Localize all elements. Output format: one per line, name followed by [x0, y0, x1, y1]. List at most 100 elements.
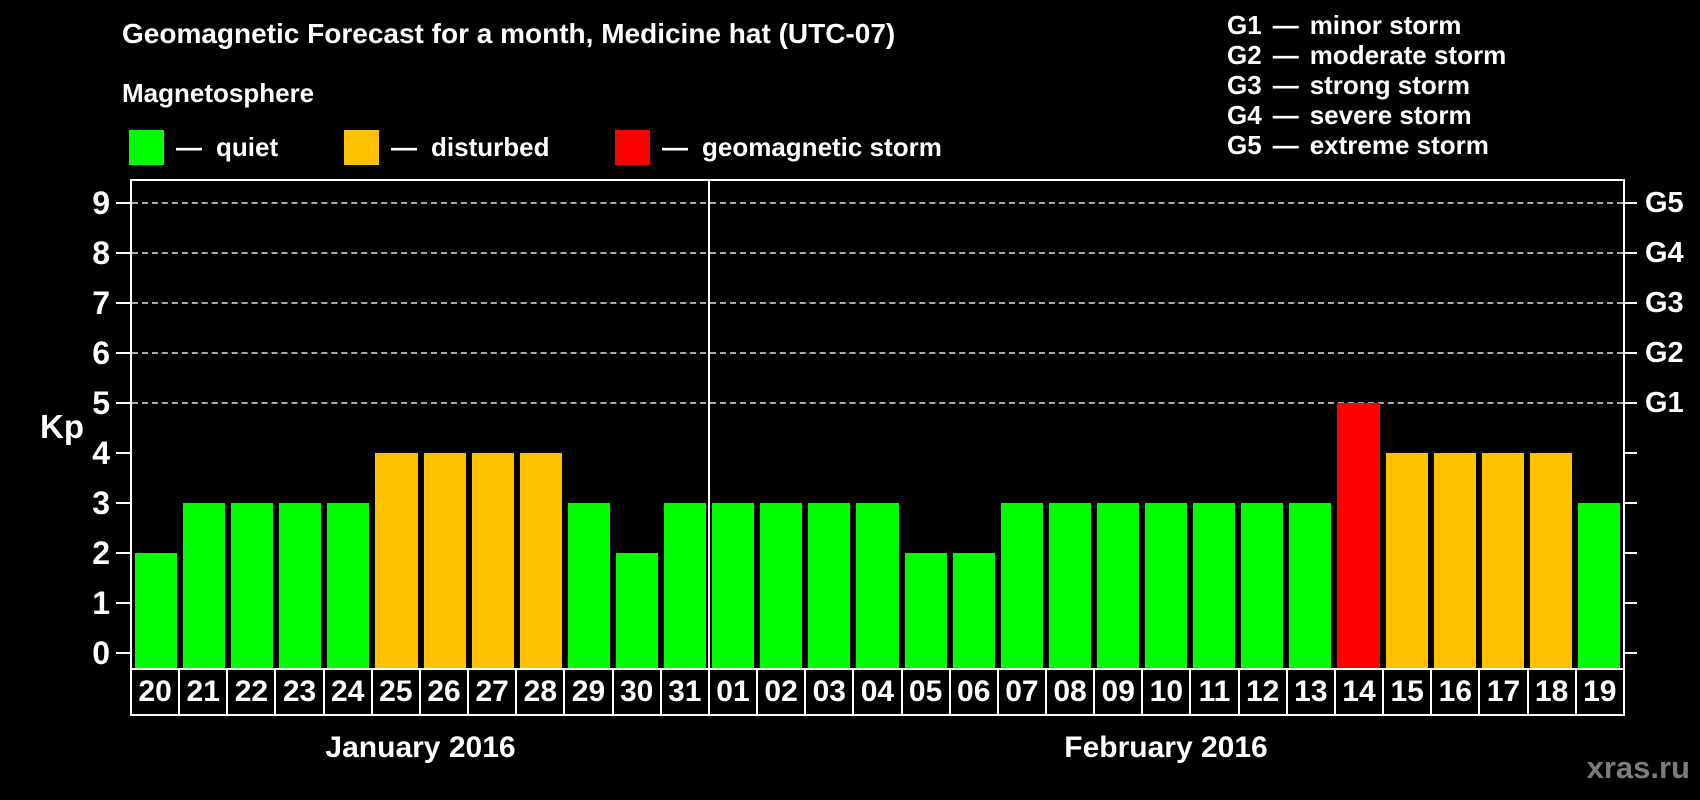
legend-dash: — — [391, 132, 417, 162]
g-legend-label: moderate storm — [1309, 40, 1507, 70]
day-cell-16: 16 — [1432, 670, 1481, 714]
day-cell-20: 20 — [132, 670, 181, 714]
right-tick-7 — [1623, 302, 1637, 304]
g-legend-label: severe storm — [1309, 100, 1472, 130]
right-tick-1 — [1623, 602, 1637, 604]
y-tick-3 — [116, 502, 130, 504]
plot-area — [132, 181, 1623, 668]
right-axis-label-g4: G4 — [1645, 237, 1684, 269]
right-tick-3 — [1623, 502, 1637, 504]
day-cell-04: 04 — [854, 670, 903, 714]
y-tick-label-8: 8 — [92, 235, 110, 271]
day-cell-10: 10 — [1143, 670, 1192, 714]
g-legend-row-g4: G4 — severe storm — [1227, 100, 1506, 130]
day-cell-19: 19 — [1583, 675, 1617, 708]
bar-day-23-month-0 — [279, 503, 322, 668]
day-cell-18: 18 — [1529, 670, 1577, 714]
y-tick-8 — [116, 252, 130, 254]
bar-day-18-month-1 — [1529, 453, 1572, 668]
bar-day-06-month-1 — [952, 553, 995, 668]
y-tick-label-3: 3 — [92, 485, 110, 521]
g-legend-dash: — — [1272, 70, 1299, 100]
day-cell-09: 09 — [1095, 670, 1144, 714]
day-cell-08: 08 — [1047, 670, 1096, 714]
storm-swatch — [615, 130, 650, 165]
bar-day-08-month-1 — [1048, 503, 1091, 668]
legend-label-storm: geomagnetic storm — [702, 132, 942, 162]
y-tick-4 — [116, 452, 130, 454]
y-tick-label-1: 1 — [92, 585, 110, 621]
bar-day-07-month-1 — [1000, 503, 1043, 668]
bar-day-24-month-0 — [327, 503, 370, 668]
bar-day-12-month-1 — [1241, 503, 1284, 668]
bar-day-30-month-0 — [615, 553, 659, 668]
day-cell-26: 26 — [421, 670, 470, 714]
y-tick-6 — [116, 352, 130, 354]
y-tick-0 — [116, 652, 130, 654]
month-divider — [708, 181, 711, 668]
bar-day-19-month-1 — [1577, 503, 1620, 668]
g-legend-row-g3: G3 — strong storm — [1227, 70, 1506, 100]
g-legend-row-g5: G5 — extreme storm — [1227, 130, 1506, 160]
day-cell-23: 23 — [276, 670, 325, 714]
legend-dash: — — [662, 132, 688, 162]
y-tick-label-4: 4 — [92, 435, 110, 471]
gridline-kp-7 — [132, 302, 1623, 304]
right-tick-4 — [1623, 452, 1637, 454]
day-cell-17: 17 — [1480, 670, 1529, 714]
bar-day-10-month-1 — [1145, 503, 1188, 668]
bar-day-01-month-1 — [712, 503, 755, 668]
right-axis-label-g1: G1 — [1645, 387, 1684, 419]
legend-label-disturbed: disturbed — [431, 132, 550, 162]
month-label-february: February 2016 — [1064, 731, 1268, 764]
g-legend-row-g2: G2 — moderate storm — [1227, 40, 1506, 70]
legend-item-storm: — geomagnetic storm — [615, 130, 942, 165]
bar-day-31-month-0 — [664, 503, 707, 668]
bar-day-02-month-1 — [760, 503, 803, 668]
y-tick-7 — [116, 302, 130, 304]
g-legend-row-g1: G1 — minor storm — [1227, 10, 1506, 40]
bar-day-20-month-0 — [135, 553, 178, 668]
month-label-january: January 2016 — [325, 731, 516, 764]
y-tick-label-6: 6 — [92, 335, 110, 371]
x-axis-day-labels: 20 21 22 23 24 25 26 27 28 29 30 31 01 02 03 04 05 06 07 08… — [130, 668, 1625, 716]
gridline-kp-5 — [132, 402, 1623, 404]
right-tick-9 — [1623, 202, 1637, 204]
right-tick-8 — [1623, 252, 1637, 254]
day-cell-25: 25 — [373, 670, 421, 714]
disturbed-swatch — [344, 130, 379, 165]
bar-day-04-month-1 — [856, 503, 899, 668]
y-tick-label-7: 7 — [92, 285, 110, 321]
gridline-kp-8 — [132, 252, 1623, 254]
y-tick-label-5: 5 — [92, 385, 110, 421]
y-axis-title: Kp — [40, 408, 84, 445]
bar-day-25-month-0 — [375, 453, 418, 668]
day-cell-24: 24 — [325, 670, 373, 714]
g-legend-label: extreme storm — [1309, 130, 1489, 160]
g-legend-label: strong storm — [1309, 70, 1471, 100]
g-legend-code: G5 — [1227, 130, 1262, 160]
bar-day-09-month-1 — [1096, 503, 1140, 668]
right-axis-label-g5: G5 — [1645, 187, 1684, 219]
g-legend-dash: — — [1272, 100, 1299, 130]
day-cell-01: 01 — [710, 670, 759, 714]
bar-day-28-month-0 — [519, 453, 562, 668]
g-legend-dash: — — [1272, 10, 1299, 40]
g-legend-code: G4 — [1227, 100, 1262, 130]
gridline-kp-6 — [132, 352, 1623, 354]
y-tick-2 — [116, 552, 130, 554]
g-legend-code: G3 — [1227, 70, 1262, 100]
day-cell-31: 31 — [662, 670, 710, 714]
y-tick-label-0: 0 — [92, 635, 110, 671]
bar-day-03-month-1 — [808, 503, 851, 668]
right-axis-label-g2: G2 — [1645, 337, 1684, 369]
g-legend-label: minor storm — [1309, 10, 1462, 40]
legend-dash: — — [176, 132, 202, 162]
y-tick-1 — [116, 602, 130, 604]
day-cell-12: 12 — [1240, 670, 1288, 714]
page-title: Geomagnetic Forecast for a month, Medici… — [122, 18, 896, 49]
day-cell-11: 11 — [1191, 670, 1240, 714]
g-legend-code: G2 — [1227, 40, 1262, 70]
right-tick-5 — [1623, 402, 1637, 404]
